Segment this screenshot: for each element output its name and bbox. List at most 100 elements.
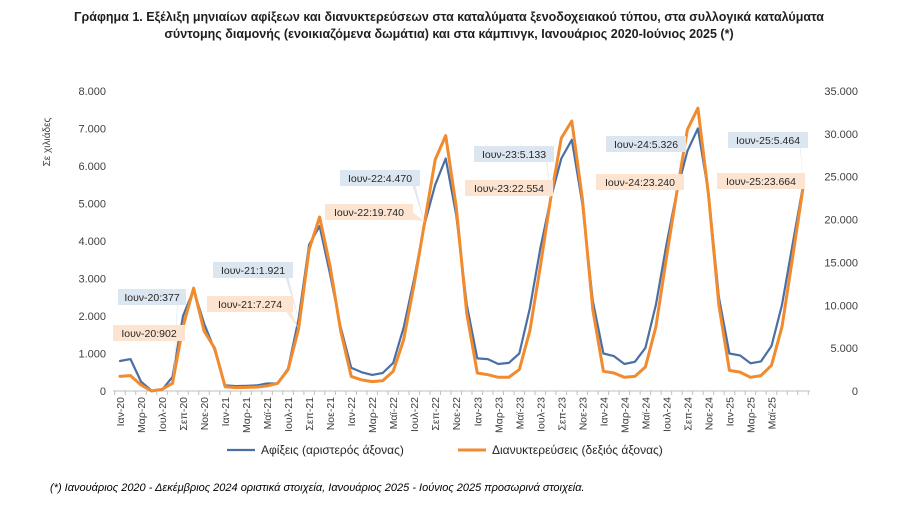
nights-data-point [434, 159, 436, 161]
arrivals-data-label: Ιουν-23:5.133 [482, 149, 546, 161]
arrivals-callout-box [728, 132, 808, 148]
nights-data-point [256, 386, 258, 388]
nights-callout-box [325, 204, 413, 220]
arrivals-data-label: Ιουν-22:4.470 [348, 173, 412, 185]
nights-callout-box [465, 180, 553, 196]
nights-data-point [665, 257, 667, 259]
arrivals-data-point [739, 354, 741, 356]
x-tick-label: Ιουλ-24 [661, 397, 673, 432]
nights-data-point [140, 384, 142, 386]
x-tick-label: Μαϊ-25 [766, 397, 778, 429]
nights-data-point [119, 375, 121, 377]
nights-data-point [644, 366, 646, 368]
nights-data-point [476, 372, 478, 374]
arrivals-data-point [445, 158, 447, 160]
nights-data-point [623, 376, 625, 378]
nights-data-point [770, 364, 772, 366]
nights-data-point [571, 120, 573, 122]
x-tick-label: Νοε-24 [703, 397, 715, 430]
x-tick-label: Ιαν-25 [724, 397, 736, 427]
arrivals-data-point [529, 308, 531, 310]
legend-arrivals-label: Αφίξεις (αριστερός άξονας) [261, 443, 404, 457]
nights-data-point [592, 309, 594, 311]
x-tick-label: Μαρ-25 [745, 397, 757, 433]
nights-data-point [739, 371, 741, 373]
arrivals-data-point [119, 360, 121, 362]
nights-data-label: Ιουν-24:23.240 [605, 177, 675, 189]
x-tick-label: Νοε-21 [325, 397, 337, 430]
nights-data-label: Ιουν-25:23.664 [726, 176, 796, 188]
arrivals-data-point [644, 347, 646, 349]
right-axis-tick-label: 15.000 [824, 257, 858, 269]
x-tick-label: Μαϊ-21 [262, 397, 274, 429]
nights-data-point [203, 330, 205, 332]
nights-data-point [392, 370, 394, 372]
nights-data-label: Ιουν-23:22.554 [474, 183, 544, 195]
x-tick-label: Σεπ-22 [430, 397, 442, 431]
nights-data-point [529, 330, 531, 332]
x-tick-label: Μαϊ-23 [514, 397, 526, 429]
right-axis-tick-label: 20.000 [824, 215, 858, 227]
nights-data-point [235, 387, 237, 389]
arrivals-data-point [571, 139, 573, 141]
x-tick-label: Μαρ-22 [367, 397, 379, 433]
arrivals-data-point [518, 353, 520, 355]
x-tick-label: Ιαν-23 [472, 397, 484, 427]
nights-data-point [445, 135, 447, 137]
nights-callout-pointer [172, 327, 177, 384]
arrivals-data-point [613, 355, 615, 357]
arrivals-data-point [634, 361, 636, 363]
x-tick-label: Μαρ-24 [619, 397, 631, 433]
nights-data-point [707, 193, 709, 195]
x-tick-label: Ιαν-22 [346, 397, 358, 427]
arrivals-data-point [140, 381, 142, 383]
arrivals-callout-box [474, 146, 554, 162]
nights-data-point [161, 388, 163, 390]
arrivals-data-point [781, 304, 783, 306]
nights-data-point [634, 375, 636, 377]
arrivals-data-label: Ιουν-21:1.921 [221, 265, 285, 277]
nights-data-point [497, 376, 499, 378]
nights-data-point [277, 382, 279, 384]
x-tick-label: Μαρ-21 [241, 397, 253, 433]
nights-data-point [686, 129, 688, 131]
left-axis-tick-label: 2.000 [78, 311, 106, 323]
nights-callout-box [113, 325, 185, 341]
nights-data-point [193, 287, 195, 289]
arrivals-data-point [392, 362, 394, 364]
nights-data-point [718, 304, 720, 306]
nights-data-point [518, 369, 520, 371]
arrivals-data-point [686, 150, 688, 152]
arrivals-data-point [655, 304, 657, 306]
nights-data-label: Ιουν-21:7.274 [218, 299, 282, 311]
x-tick-label: Νοε-22 [451, 397, 463, 430]
nights-data-point [308, 249, 310, 251]
left-axis-tick-label: 0 [100, 386, 106, 398]
arrivals-data-point [371, 374, 373, 376]
nights-data-point [455, 206, 457, 208]
nights-data-point [781, 326, 783, 328]
nights-data-point [245, 386, 247, 388]
arrivals-data-point [623, 363, 625, 365]
nights-data-point [350, 375, 352, 377]
right-axis-tick-label: 30.000 [824, 129, 858, 141]
left-axis-tick-label: 6.000 [78, 161, 106, 173]
nights-series-line [118, 106, 805, 393]
nights-data-point [466, 313, 468, 315]
x-tick-label: Μαϊ-22 [388, 397, 400, 429]
left-axis-title: Σε χιλιάδες [41, 117, 53, 166]
nights-data-point [287, 369, 289, 371]
x-tick-label: Σεπ-20 [178, 397, 190, 431]
nights-callout-box [717, 173, 805, 189]
chart-title-line-1: Γράφημα 1. Εξέλιξη μηνιαίων αφίξεων και … [74, 10, 824, 24]
x-tick-label: Σεπ-21 [304, 397, 316, 431]
arrivals-callout-box [340, 170, 420, 186]
arrivals-callout-box [213, 262, 293, 278]
arrivals-data-point [382, 372, 384, 374]
arrivals-data-label: Ιουν-24:5.326 [614, 139, 678, 151]
nights-data-point [413, 283, 415, 285]
x-tick-label: Σεπ-24 [682, 397, 694, 431]
arrivals-data-point [749, 362, 751, 364]
nights-data-point [760, 375, 762, 377]
